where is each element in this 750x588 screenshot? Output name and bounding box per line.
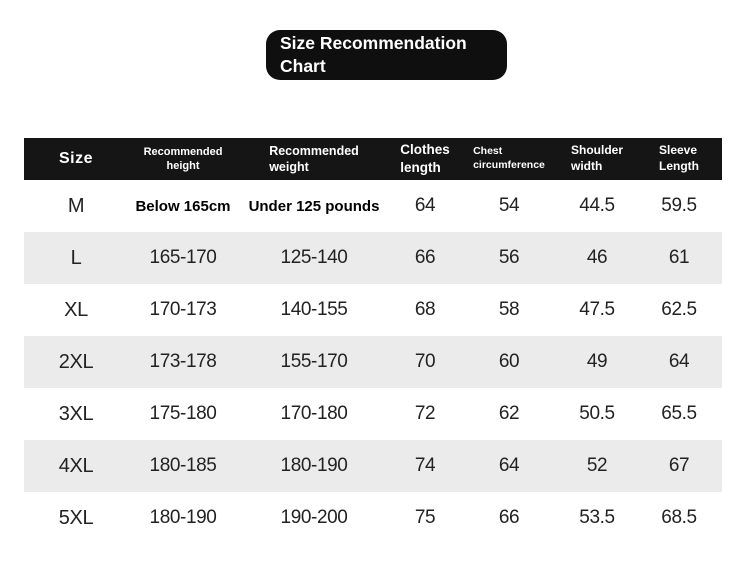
cell-weight: 125-140 (280, 247, 348, 268)
header-shoulder-width: Shoulder width (558, 143, 636, 174)
header-clothes-length-l2: length (400, 160, 441, 175)
cell-sleeve: 65.5 (661, 403, 697, 424)
cell-weight: 180-190 (280, 455, 348, 476)
chart-title-line2: Chart (280, 56, 326, 76)
header-clothes-length: Clothes length (390, 141, 460, 176)
header-chest-circumference-label: Chest circumference (473, 145, 545, 172)
table-row-xl: XL 170-173 140-155 68 58 47.5 62.5 (24, 284, 722, 336)
cell-clothes-length: 72 (414, 403, 436, 424)
cell-chest: 56 (498, 247, 520, 268)
cell-height: 180-190 (149, 507, 217, 528)
header-clothes-length-l1: Clothes (400, 142, 450, 158)
header-clothes-length-label: Clothes length (400, 141, 450, 176)
header-recommended-weight: Recommended weight (238, 143, 390, 176)
cell-height: 165-170 (149, 247, 217, 268)
cell-sleeve: 59.5 (661, 195, 697, 216)
header-recommended-height: Recommended height (128, 145, 238, 174)
header-chest-circumference: Chest circumference (460, 145, 558, 172)
table-row-3xl: 3XL 175-180 170-180 72 62 50.5 65.5 (24, 388, 722, 440)
header-sleeve-length-label: Sleeve Length (659, 143, 699, 174)
cell-size: M (67, 194, 85, 217)
header-recommended-weight-l1: Recommended (269, 143, 359, 158)
cell-shoulder: 47.5 (579, 299, 615, 320)
cell-sleeve: 68.5 (661, 507, 697, 528)
cell-size: XL (64, 298, 88, 321)
cell-chest: 54 (498, 195, 520, 216)
header-shoulder-width-l2: width (570, 159, 603, 173)
cell-sleeve: 62.5 (661, 299, 697, 320)
header-sleeve-length: Sleeve Length (636, 143, 722, 174)
cell-clothes-length: 66 (414, 247, 436, 268)
cell-shoulder: 53.5 (579, 507, 615, 528)
cell-shoulder: 50.5 (579, 403, 615, 424)
chart-title-badge: Size Recommendation Chart (266, 30, 507, 80)
cell-chest: 58 (498, 299, 520, 320)
cell-clothes-length: 74 (414, 455, 436, 476)
header-sleeve-length-l2: Length (659, 159, 699, 173)
cell-size: 3XL (58, 402, 94, 425)
header-size-label: Size (58, 149, 93, 167)
cell-shoulder: 46 (586, 247, 608, 268)
header-shoulder-width-label: Shoulder width (571, 143, 623, 174)
cell-shoulder: 52 (586, 455, 608, 476)
cell-size: 5XL (58, 506, 94, 529)
cell-shoulder: 49 (586, 351, 608, 372)
cell-weight: 190-200 (280, 507, 348, 528)
cell-sleeve: 67 (668, 455, 690, 476)
table-row-4xl: 4XL 180-185 180-190 74 64 52 67 (24, 440, 722, 492)
cell-height: 180-185 (149, 455, 217, 476)
cell-clothes-length: 75 (414, 507, 436, 528)
cell-height: 170-173 (149, 299, 217, 320)
cell-weight: 170-180 (280, 403, 348, 424)
cell-weight: 155-170 (280, 351, 348, 372)
cell-size: 4XL (58, 454, 94, 477)
table-row-2xl: 2XL 173-178 155-170 70 60 49 64 (24, 336, 722, 388)
table-row-m: M Below 165cm Under 125 pounds 64 54 44.… (24, 180, 722, 232)
cell-sleeve: 64 (668, 351, 690, 372)
header-sleeve-length-l1: Sleeve (659, 143, 698, 158)
chart-title-line1: Size Recommendation (280, 32, 467, 53)
header-shoulder-width-l1: Shoulder (570, 143, 623, 158)
header-size: Size (24, 149, 128, 170)
header-recommended-height-l2: height (166, 160, 200, 172)
cell-height: 175-180 (149, 403, 217, 424)
header-recommended-height-l1: Recommended (143, 145, 223, 158)
cell-size: L (70, 246, 82, 269)
cell-chest: 66 (498, 507, 520, 528)
header-recommended-weight-l2: weight (269, 160, 309, 174)
header-recommended-weight-label: Recommended weight (269, 143, 359, 176)
cell-clothes-length: 68 (414, 299, 436, 320)
cell-chest: 60 (498, 351, 520, 372)
cell-sleeve: 61 (668, 247, 690, 268)
cell-weight: Under 125 pounds (248, 197, 380, 215)
table-row-5xl: 5XL 180-190 190-200 75 66 53.5 68.5 (24, 492, 722, 544)
cell-chest: 64 (498, 455, 520, 476)
header-recommended-height-label: Recommended height (144, 145, 223, 174)
cell-chest: 62 (498, 403, 520, 424)
cell-clothes-length: 64 (414, 195, 436, 216)
size-table: Size Recommended height Recommended weight… (24, 138, 722, 544)
cell-weight: 140-155 (280, 299, 348, 320)
table-row-l: L 165-170 125-140 66 56 46 61 (24, 232, 722, 284)
cell-height: Below 165cm (135, 197, 231, 215)
header-chest-circumference-l1: Chest (473, 145, 503, 158)
cell-size: 2XL (58, 350, 94, 373)
table-header-row: Size Recommended height Recommended weight… (24, 138, 722, 180)
header-chest-circumference-l2: circumference (473, 159, 545, 171)
cell-clothes-length: 70 (414, 351, 436, 372)
cell-shoulder: 44.5 (579, 195, 615, 216)
cell-height: 173-178 (149, 351, 217, 372)
